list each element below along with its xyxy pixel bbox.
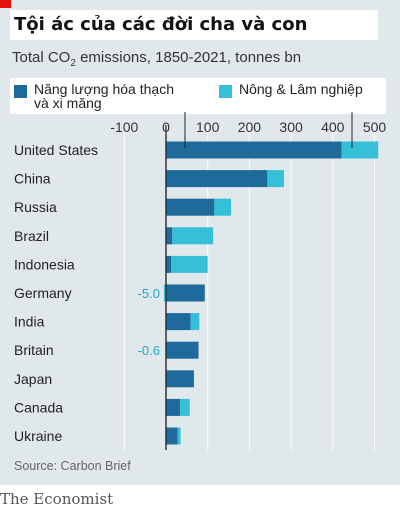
x-tick-label: 300: [279, 119, 303, 135]
brand-red-tag: [0, 0, 11, 8]
chart-title: Tội ác của các đời cha và con: [14, 14, 308, 35]
legend-label-land: Nông & Lâm nghiệp: [239, 81, 363, 97]
subtitle-prefix: Total CO: [12, 49, 71, 66]
bar-fossil: [166, 255, 172, 273]
bar-fossil: [166, 398, 181, 416]
brand-logo: The Economist: [0, 490, 114, 508]
bar-fossil: [166, 198, 215, 216]
bar-fossil: [166, 313, 191, 331]
category-label: Indonesia: [14, 256, 75, 272]
negative-value-label: -5.0: [138, 286, 160, 301]
bar-land: [171, 255, 208, 273]
subtitle-suffix: emissions, 1850-2021, tonnes bn: [75, 49, 302, 66]
bar-fossil: [166, 341, 199, 359]
source-note: Source: Carbon Brief: [14, 459, 131, 473]
legend-swatch-fossil: [14, 85, 27, 98]
x-tick-label: 400: [321, 119, 345, 135]
legend-label-fossil: Năng lượng hóa thạch và xi măng: [34, 81, 174, 111]
category-label: China: [14, 171, 51, 187]
legend-swatch-land: [219, 85, 232, 98]
x-tick-label: 0: [162, 119, 170, 135]
bar-land: [172, 227, 214, 245]
category-label: United States: [14, 142, 98, 158]
x-tick-label: 100: [196, 119, 220, 135]
negative-value-label: -0.6: [138, 343, 160, 358]
x-tick-label: -100: [110, 119, 138, 135]
bar-fossil: [166, 141, 342, 159]
legend: Năng lượng hóa thạch và xi măng Nông & L…: [10, 78, 386, 114]
category-label: India: [14, 314, 45, 330]
bar-land: [214, 198, 232, 216]
category-label: Ukraine: [14, 428, 62, 444]
bar-land: [190, 313, 200, 331]
bar-land: [180, 398, 190, 416]
bar-fossil: [166, 227, 173, 245]
category-label: Brazil: [14, 228, 49, 244]
bar-fossil: [166, 284, 205, 302]
bar-land: [177, 427, 181, 445]
category-label: Germany: [14, 285, 72, 301]
category-label: Britain: [14, 342, 54, 358]
bar-land: [341, 141, 379, 159]
chart-subtitle: Total CO2 emissions, 1850-2021, tonnes b…: [12, 49, 301, 69]
bar-land: [267, 170, 285, 188]
bar-chart: -100 0 100 200 300 400 500 United States China Ru…: [14, 112, 387, 450]
subtitle-subscript: 2: [70, 58, 76, 69]
category-label: Canada: [14, 399, 63, 415]
bar-land-negative: [163, 284, 166, 302]
category-label: Russia: [14, 199, 57, 215]
category-label: Japan: [14, 371, 52, 387]
title-box: [10, 10, 378, 40]
x-tick-label: 200: [238, 119, 262, 135]
bar-fossil: [166, 370, 194, 388]
bar-fossil: [166, 170, 268, 188]
bar-fossil: [166, 427, 178, 445]
x-tick-label: 500: [363, 119, 387, 135]
